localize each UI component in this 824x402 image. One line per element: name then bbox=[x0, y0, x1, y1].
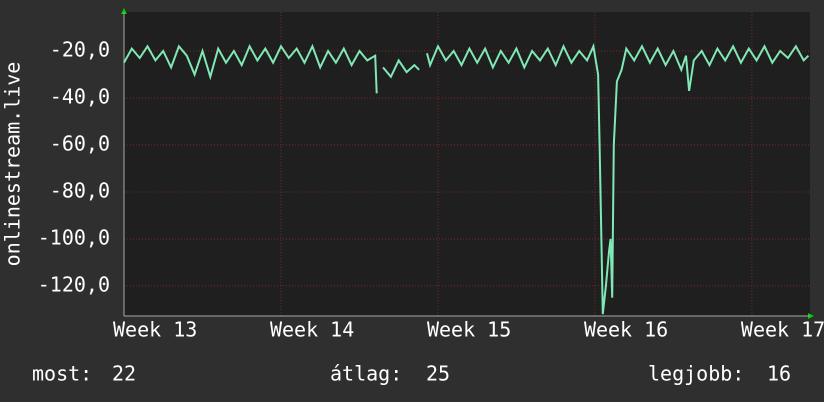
x-tick-label: Week 16 bbox=[584, 318, 668, 342]
legend-value: 22 bbox=[112, 362, 136, 386]
legend-label: legjobb: bbox=[648, 362, 744, 386]
y-tick-label: -40,0 bbox=[50, 84, 110, 108]
x-tick-label: Week 14 bbox=[270, 318, 354, 342]
y-axis-label: onlinestream.live bbox=[1, 62, 25, 267]
x-tick-label: Week 17 bbox=[741, 318, 824, 342]
y-tick-label: -60,0 bbox=[50, 131, 110, 155]
x-tick-label: Week 13 bbox=[113, 318, 197, 342]
y-tick-label: -120,0 bbox=[38, 272, 110, 296]
legend-value: 16 bbox=[767, 362, 791, 386]
y-tick-label: -80,0 bbox=[50, 178, 110, 202]
axis-arrow bbox=[808, 313, 814, 319]
axis-arrow bbox=[121, 8, 127, 14]
legend-label: átlag: bbox=[330, 362, 402, 386]
x-tick-label: Week 15 bbox=[427, 318, 511, 342]
legend-value: 25 bbox=[426, 362, 450, 386]
y-tick-label: -20,0 bbox=[50, 37, 110, 61]
legend-label: most: bbox=[32, 362, 92, 386]
data-line bbox=[123, 42, 810, 315]
y-tick-label: -100,0 bbox=[38, 225, 110, 249]
plot-area bbox=[124, 12, 810, 316]
